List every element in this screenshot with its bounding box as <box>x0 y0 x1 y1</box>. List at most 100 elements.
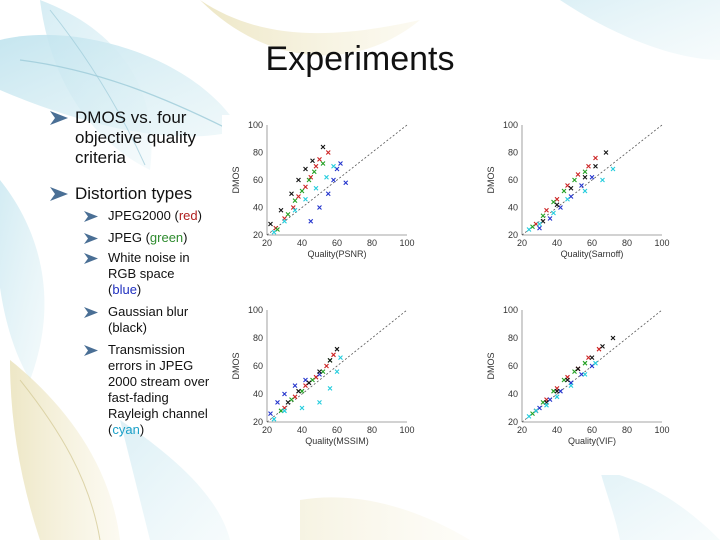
scatter-point <box>275 400 280 405</box>
y-tick-label: 40 <box>508 203 518 213</box>
y-tick-label: 100 <box>248 305 263 315</box>
scatter-point <box>582 188 588 194</box>
scatter-point <box>313 163 319 169</box>
scatter-point <box>603 150 609 155</box>
scatter-point <box>551 210 556 216</box>
bullet-arrow-icon <box>50 111 68 125</box>
y-axis-label: DMOS <box>486 353 496 380</box>
scatter-point <box>285 400 291 405</box>
scatter-point <box>568 185 574 191</box>
x-tick-label: 80 <box>622 238 632 248</box>
scatter-point <box>317 156 322 162</box>
scatter-point <box>317 369 322 374</box>
reference-diagonal <box>521 124 663 236</box>
x-tick-label: 100 <box>654 238 669 248</box>
sub-bullet-arrow-icon <box>84 253 98 264</box>
scatter-point <box>320 144 326 150</box>
x-tick-label: 40 <box>552 425 562 435</box>
scatter-point <box>317 400 322 405</box>
scatter-point <box>292 383 298 388</box>
x-tick-label: 80 <box>367 238 377 248</box>
x-tick-label: 100 <box>399 238 414 248</box>
sub-bullet-arrow-icon <box>84 211 98 222</box>
scatter-point <box>600 177 605 183</box>
scatter-point <box>299 405 305 411</box>
scatter-point <box>544 207 549 213</box>
scatter-point <box>589 174 595 180</box>
scatter-point <box>582 372 588 377</box>
y-tick-label: 80 <box>253 333 263 343</box>
scatter-point <box>554 388 560 394</box>
x-tick-label: 60 <box>332 238 342 248</box>
x-tick-label: 40 <box>297 425 307 435</box>
scatter-point <box>334 346 340 352</box>
x-axis-label: Quality(PSNR) <box>307 249 366 259</box>
scatter-panel: 20 40 60 80 100 20 40 60 80 100 Quality(MSSIM) DMOS <box>231 305 415 446</box>
scatter-panel: 20 40 60 80 100 20 40 60 80 100 Quality(VIF) DMOS <box>486 305 670 446</box>
scatter-point <box>582 169 588 175</box>
scatter-point <box>303 166 308 172</box>
scatter-point <box>278 207 284 213</box>
x-axis-label: Quality(MSSIM) <box>305 436 369 446</box>
scatter-point <box>282 391 287 397</box>
y-tick-label: 100 <box>503 120 518 130</box>
sub-bullet-gaussian-blur: Gaussian blur (black) <box>108 304 189 335</box>
y-tick-label: 40 <box>253 203 263 213</box>
x-tick-label: 20 <box>517 425 527 435</box>
y-tick-label: 80 <box>253 148 263 158</box>
sub-bullet-arrow-icon <box>84 345 98 356</box>
x-tick-label: 40 <box>297 238 307 248</box>
y-tick-label: 60 <box>508 175 518 185</box>
scatter-point <box>327 386 333 391</box>
scatter-point <box>586 355 591 360</box>
scatter-point <box>610 335 616 341</box>
y-tick-label: 60 <box>253 361 263 371</box>
scatter-point <box>565 196 570 202</box>
scatter-point <box>320 161 326 166</box>
scatter-point <box>296 194 301 199</box>
scatter-point <box>311 169 317 175</box>
scatter-point <box>303 196 308 202</box>
y-tick-label: 20 <box>508 230 518 240</box>
x-tick-label: 60 <box>587 238 597 248</box>
sub-bullet-jpeg: JPEG (green) <box>108 230 188 245</box>
scatter-point <box>282 218 287 224</box>
scatter-point <box>540 213 546 219</box>
x-axis-label: Quality(Sarnoff) <box>561 249 624 259</box>
x-tick-label: 60 <box>587 425 597 435</box>
y-tick-label: 20 <box>253 230 263 240</box>
scatter-point <box>308 218 314 224</box>
y-tick-label: 20 <box>253 417 263 427</box>
scatter-point <box>278 408 284 414</box>
scatter-point <box>324 363 329 369</box>
sub-bullet-jpeg2000: JPEG2000 (red) <box>108 208 202 223</box>
scatter-point <box>313 185 319 191</box>
x-tick-label: 100 <box>654 425 669 435</box>
x-tick-label: 20 <box>517 238 527 248</box>
x-tick-label: 80 <box>367 425 377 435</box>
scatter-point <box>547 216 553 221</box>
scatter-point <box>593 360 598 366</box>
scatter-point <box>610 166 616 172</box>
scatter-point <box>327 358 333 363</box>
scatter-point <box>308 174 314 180</box>
scatter-point <box>296 177 301 183</box>
scatter-point <box>338 161 343 166</box>
scatter-point <box>310 158 315 164</box>
scatter-point <box>292 198 298 204</box>
y-axis-label: DMOS <box>231 167 241 194</box>
x-tick-label: 20 <box>262 425 272 435</box>
reference-diagonal <box>266 309 408 423</box>
x-tick-label: 20 <box>262 238 272 248</box>
scatter-point <box>579 183 584 188</box>
scatter-point <box>282 408 287 414</box>
scatter-point <box>593 163 598 169</box>
scatter-point <box>589 355 595 360</box>
scatter-point <box>537 221 542 227</box>
scatter-panel: 20 40 60 80 100 20 40 60 80 100 Quality(PSNR) DMOS <box>231 120 415 259</box>
scatter-point <box>544 402 549 408</box>
y-axis-label: DMOS <box>231 353 241 380</box>
scatter-panel: 20 40 60 80 100 20 40 60 80 100 Quality(Sarnoff) DM… <box>486 120 670 259</box>
y-tick-label: 40 <box>253 389 263 399</box>
